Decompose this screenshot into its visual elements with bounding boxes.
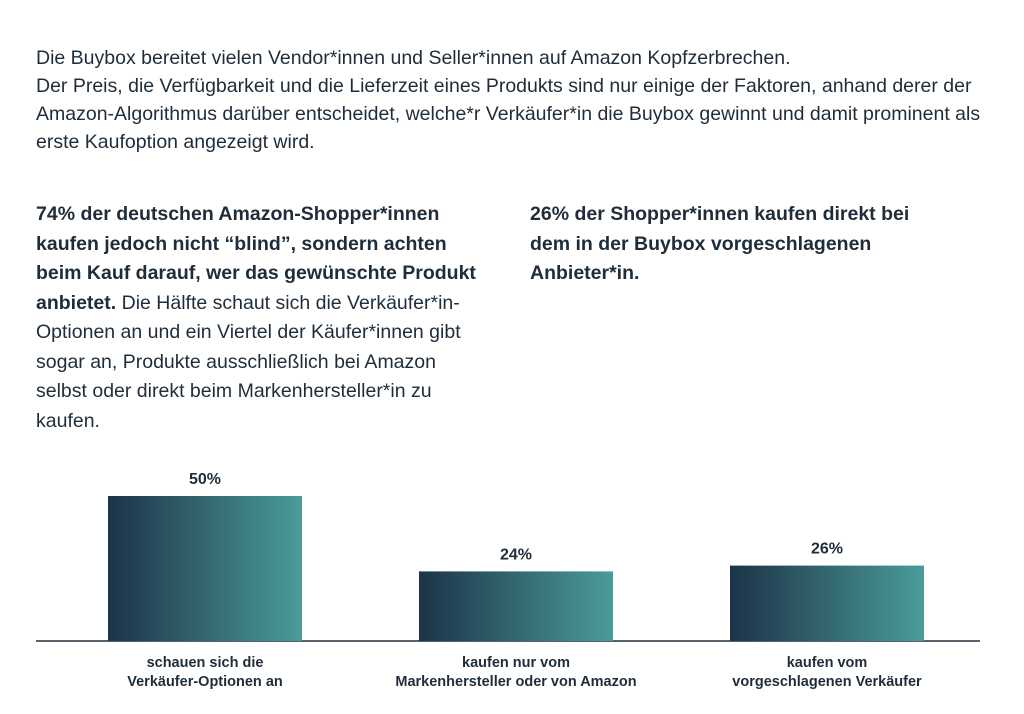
category-label-3: kaufen vom vorgeschlagenen Verkäufer bbox=[667, 654, 987, 692]
category-label-3-line-2: vorgeschlagenen Verkäufer bbox=[732, 674, 922, 690]
bar-3 bbox=[730, 565, 924, 641]
bar-chart-canvas: 50% 24% 26% bbox=[36, 471, 980, 642]
intro-line-1: Die Buybox bereitet vielen Vendor*innen … bbox=[36, 47, 791, 69]
bar-1 bbox=[108, 496, 302, 641]
right-column-text: 26% der Shopper*innen kaufen direkt bei … bbox=[530, 200, 950, 289]
category-label-1: schauen sich die Verkäufer-Optionen an bbox=[45, 654, 365, 692]
bar-value-label-2: 24% bbox=[500, 546, 532, 563]
left-column-regular: Die Hälfte schaut sich die Verkäufer*in-… bbox=[36, 291, 461, 432]
right-column-bold: 26% der Shopper*innen kaufen direkt bei … bbox=[530, 203, 910, 284]
bar-2 bbox=[419, 571, 613, 641]
category-label-2-line-2: Markenhersteller oder von Amazon bbox=[395, 674, 637, 690]
category-label-2-line-1: kaufen nur vom bbox=[462, 655, 570, 671]
bar-chart: 50% 24% 26% schauen sich die Verkäufer-Opti… bbox=[0, 450, 1024, 714]
bar-value-label-1: 50% bbox=[189, 471, 221, 488]
category-label-1-line-2: Verkäufer-Optionen an bbox=[127, 674, 283, 690]
category-label-2: kaufen nur vom Markenhersteller oder von … bbox=[356, 654, 676, 692]
bar-value-label-3: 26% bbox=[811, 541, 843, 558]
category-label-3-line-1: kaufen vom bbox=[786, 655, 868, 671]
left-column-text: 74% der deutschen Amazon-Shopper*innen k… bbox=[36, 200, 476, 436]
intro-text: Die Buybox bereitet vielen Vendor*innen … bbox=[36, 44, 986, 156]
intro-line-2: Der Preis, die Verfügbarkeit und die Lie… bbox=[36, 75, 981, 153]
category-label-1-line-1: schauen sich die bbox=[146, 655, 264, 671]
left-column-bold: 74% der deutschen Amazon-Shopper*innen k… bbox=[36, 203, 476, 314]
